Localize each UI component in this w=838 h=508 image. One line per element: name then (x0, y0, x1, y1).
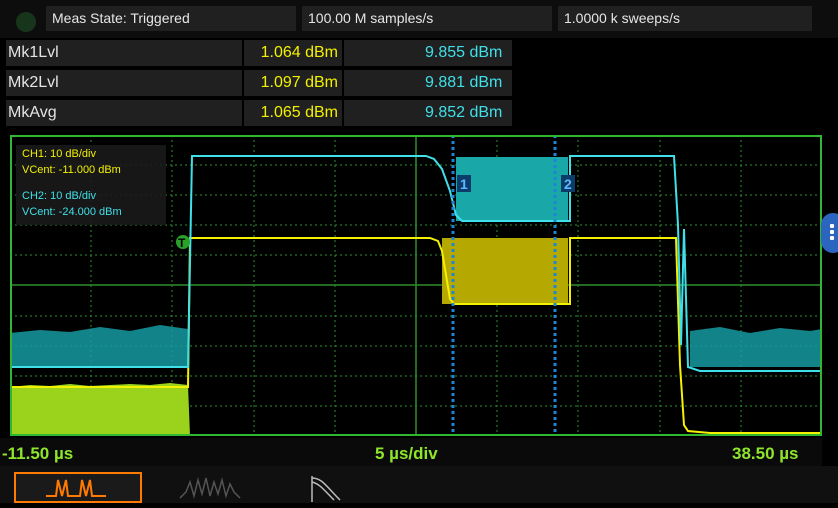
ccdf-view-icon (311, 476, 341, 502)
sample-rate: 100.00 M samples/s (302, 6, 552, 31)
marker-ch2-value: 9.852 dBm (344, 100, 512, 126)
marker-2[interactable]: 2 (553, 135, 575, 436)
trigger-label: T (178, 236, 186, 250)
ch2-vcent: VCent: -24.000 dBm (22, 206, 122, 218)
marker-row[interactable]: Mk1Lvl 1.064 dBm 9.855 dBm (0, 40, 512, 68)
marker-ch1-value: 1.065 dBm (244, 100, 342, 126)
channel-info-box: CH1: 10 dB/div VCent: -11.000 dBm CH2: 1… (16, 145, 166, 225)
marker-1-label: 1 (460, 176, 468, 192)
pulse-view-icon (46, 479, 106, 497)
status-led-icon (16, 12, 36, 32)
meas-state: Meas State: Triggered (46, 6, 296, 31)
status-bar: Meas State: Triggered 100.00 M samples/s… (0, 0, 838, 38)
ch1-vcent: VCent: -11.000 dBm (22, 164, 121, 176)
marker-row[interactable]: MkAvg 1.065 dBm 9.852 dBm (0, 100, 512, 128)
view-tab-bar (0, 466, 838, 503)
center-axes (10, 135, 822, 436)
marker-ch2-value: 9.855 dBm (344, 40, 512, 66)
sweep-rate: 1.0000 k sweeps/s (558, 6, 812, 31)
marker-1[interactable]: 1 (451, 135, 471, 436)
more-menu-icon[interactable] (821, 213, 838, 253)
time-start: -11.50 µs (2, 444, 74, 463)
tab-spectrum-view[interactable] (150, 472, 278, 503)
time-end: 38.50 µs (732, 444, 799, 463)
ch1-scale: CH1: 10 dB/div (22, 148, 96, 160)
time-per-div: 5 µs/div (375, 444, 438, 463)
ch2-scale: CH2: 10 dB/div (22, 190, 96, 202)
marker-ch1-value: 1.064 dBm (244, 40, 342, 66)
ch2-trace (10, 155, 822, 372)
tab-pulse-view[interactable] (14, 472, 142, 503)
marker-name: MkAvg (6, 100, 242, 126)
spectrum-view-icon (179, 477, 241, 499)
marker-row[interactable]: Mk2Lvl 1.097 dBm 9.881 dBm (0, 70, 512, 98)
trigger-marker: T (176, 235, 190, 250)
tab-ccdf-view[interactable] (282, 472, 410, 503)
marker-name: Mk1Lvl (6, 40, 242, 66)
marker-name: Mk2Lvl (6, 70, 242, 96)
pulse-trace-display[interactable]: 1 2 T CH1: 10 dB/div VCent: -11.000 dBm … (10, 135, 822, 436)
marker-ch2-value: 9.881 dBm (344, 70, 512, 96)
marker-2-label: 2 (564, 176, 572, 192)
marker-ch1-value: 1.097 dBm (244, 70, 342, 96)
time-axis: -11.50 µs 5 µs/div 38.50 µs (0, 438, 822, 466)
